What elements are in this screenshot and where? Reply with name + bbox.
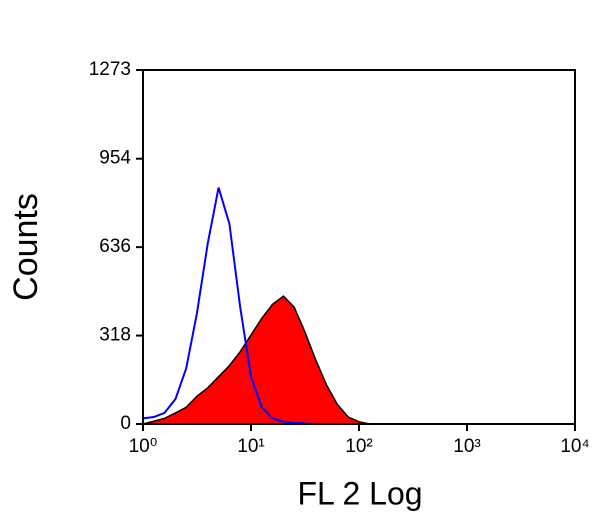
y-tick-label: 1273: [89, 59, 131, 80]
y-tick-label: 954: [99, 148, 131, 169]
x-tick-label: 10²: [345, 436, 372, 457]
y-tick-label: 0: [120, 413, 131, 434]
y-axis-label: Counts: [7, 193, 45, 301]
x-tick-label: 10⁰: [129, 436, 158, 457]
y-tick-label: 318: [99, 325, 131, 346]
x-tick-label: 10¹: [237, 436, 264, 457]
x-tick-label: 10³: [453, 436, 480, 457]
histogram-area: [142, 295, 370, 425]
x-tick-label: 10⁴: [560, 436, 589, 457]
y-tick-label: 636: [99, 236, 131, 257]
x-axis-label: FL 2 Log: [297, 475, 422, 511]
